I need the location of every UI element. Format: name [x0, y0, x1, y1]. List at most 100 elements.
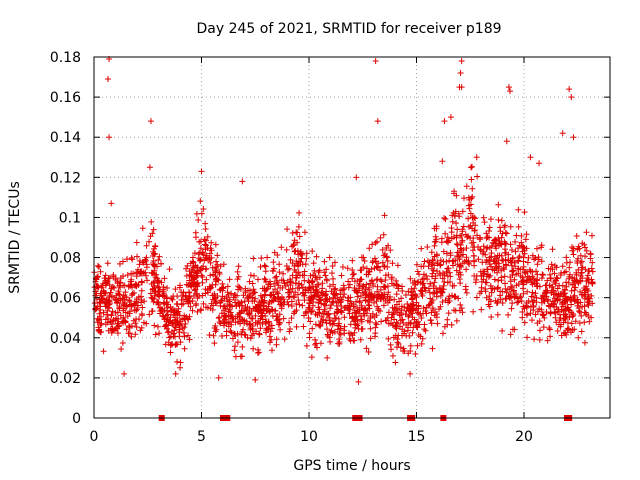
data-point	[143, 261, 150, 268]
data-point	[502, 280, 509, 287]
data-point	[582, 266, 589, 273]
data-point	[321, 258, 328, 265]
data-point	[559, 263, 566, 270]
data-point	[478, 288, 485, 295]
data-point	[131, 307, 138, 314]
data-point	[350, 303, 357, 310]
y-tick-label: 0.04	[50, 331, 81, 347]
data-point	[478, 273, 485, 280]
data-point	[152, 331, 159, 338]
data-point	[569, 313, 576, 320]
data-point	[305, 315, 312, 322]
data-point	[483, 230, 490, 237]
data-point	[276, 316, 283, 323]
data-point	[502, 229, 509, 236]
data-point	[398, 303, 405, 310]
data-point	[361, 288, 368, 295]
data-point	[282, 282, 289, 289]
data-point	[161, 293, 168, 300]
y-tick-label: 0.08	[50, 251, 81, 267]
data-point	[156, 288, 163, 295]
data-point-outlier	[457, 70, 464, 77]
data-point	[533, 276, 540, 283]
data-point-outlier	[527, 154, 534, 161]
data-point	[491, 286, 498, 293]
data-point-outlier	[559, 130, 566, 137]
data-point	[562, 295, 569, 302]
data-point	[574, 259, 581, 266]
data-point	[213, 266, 220, 273]
data-point	[232, 332, 239, 339]
data-point	[503, 295, 510, 302]
data-point	[165, 339, 172, 346]
data-point	[322, 296, 329, 303]
data-point	[190, 276, 197, 283]
data-point	[274, 290, 281, 297]
data-point	[529, 289, 536, 296]
data-point	[198, 210, 205, 217]
data-point	[418, 263, 425, 270]
data-point	[183, 281, 190, 288]
data-point	[139, 225, 146, 232]
data-point	[302, 286, 309, 293]
data-point	[248, 315, 255, 322]
data-point	[584, 275, 591, 282]
data-point	[443, 250, 450, 257]
data-point	[147, 290, 154, 297]
data-point	[360, 254, 367, 261]
data-point	[318, 313, 325, 320]
data-point	[289, 260, 296, 267]
data-point	[362, 294, 369, 301]
data-point	[507, 331, 514, 338]
y-tick-label: 0.06	[50, 291, 81, 307]
data-point-outlier	[353, 174, 360, 181]
data-point	[510, 287, 517, 294]
data-point	[466, 205, 473, 212]
data-point	[521, 278, 528, 285]
data-point	[235, 283, 242, 290]
data-point	[114, 278, 121, 285]
data-point	[588, 265, 595, 272]
data-point	[570, 245, 577, 252]
data-point	[354, 317, 361, 324]
data-point	[228, 290, 235, 297]
data-point	[369, 310, 376, 317]
data-point	[463, 266, 470, 273]
data-point	[568, 309, 575, 316]
data-point	[493, 263, 500, 270]
data-point	[235, 273, 242, 280]
data-point	[291, 294, 298, 301]
data-point	[534, 245, 541, 252]
data-point	[409, 310, 416, 317]
data-point	[290, 310, 297, 317]
data-point	[385, 242, 392, 249]
data-point	[138, 287, 145, 294]
data-point	[557, 272, 564, 279]
data-point	[434, 320, 441, 327]
data-point	[561, 286, 568, 293]
data-point	[111, 284, 118, 291]
data-point	[325, 310, 332, 317]
data-point	[575, 243, 582, 250]
data-point	[553, 274, 560, 281]
data-point	[242, 332, 249, 339]
data-point	[534, 283, 541, 290]
data-point	[165, 322, 172, 329]
data-point	[102, 272, 109, 279]
data-point	[451, 213, 458, 220]
data-point	[268, 306, 275, 313]
data-point	[493, 245, 500, 252]
data-point	[140, 259, 147, 266]
data-point	[501, 266, 508, 273]
data-point	[519, 243, 526, 250]
data-point	[303, 308, 310, 315]
data-point	[371, 299, 378, 306]
data-point	[445, 239, 452, 246]
data-point	[199, 250, 206, 257]
data-point	[326, 254, 333, 261]
data-point	[482, 285, 489, 292]
data-point	[370, 282, 377, 289]
data-point	[576, 320, 583, 327]
data-point	[286, 319, 293, 326]
data-point	[313, 253, 320, 260]
